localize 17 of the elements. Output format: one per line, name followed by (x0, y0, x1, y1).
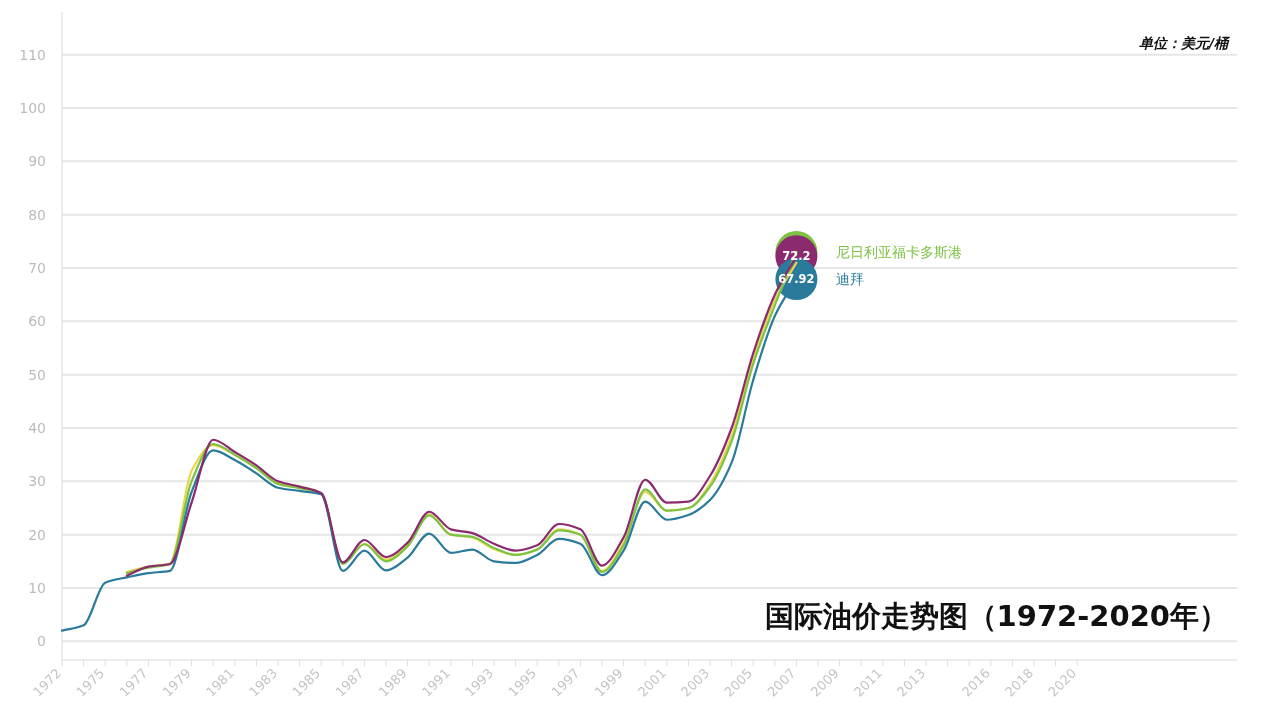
y-tick-label: 10 (28, 580, 46, 596)
text: 单位：美元/桶 (1138, 35, 1230, 51)
y-tick-label: 110 (19, 46, 46, 63)
series-label: 尼日利亚福卡多斯港 (836, 244, 963, 260)
series-label: 迪拜 (836, 271, 865, 288)
text: 国际油价走势图（1972-2020年） (764, 599, 1228, 633)
data-label: 67.92 (778, 272, 815, 287)
y-tick-label: 70 (28, 260, 46, 276)
y-tick-label: 60 (28, 313, 46, 330)
y-tick-label: 20 (28, 526, 46, 543)
y-tick-label: 100 (19, 100, 46, 116)
y-tick-label: 80 (28, 206, 46, 223)
y-tick-label: 90 (28, 153, 46, 170)
y-tick-label: 0 (37, 633, 46, 650)
y-tick-label: 50 (28, 366, 46, 383)
y-tick-label: 40 (28, 420, 46, 436)
y-tick-label: 30 (28, 473, 46, 490)
